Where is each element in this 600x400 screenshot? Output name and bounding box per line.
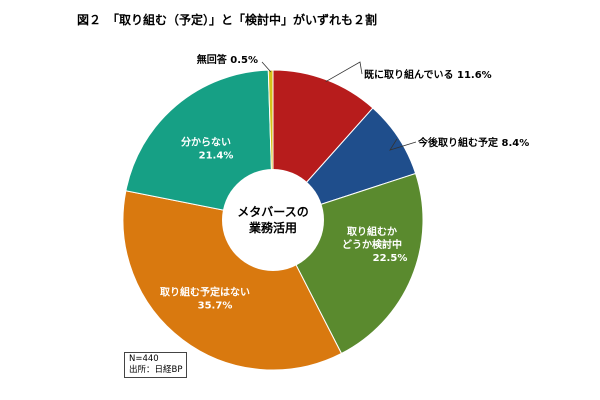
leader-line-0 — [325, 61, 363, 83]
leader-line-1 — [389, 138, 417, 151]
pie-slice-4 — [125, 69, 274, 221]
center-label-line-0: メタバースの — [237, 205, 308, 219]
leader-line-5 — [261, 61, 272, 73]
sample-size: N=440 — [129, 354, 159, 364]
source-note: 出所：日経BP — [129, 365, 183, 375]
slice-label-1: 今後取り組む予定 8.4% — [417, 136, 529, 149]
slice-value-4: 21.4% — [199, 151, 234, 162]
center-label-line-1: 業務活用 — [248, 220, 297, 235]
note-box: N=440 出所：日経BP — [124, 352, 188, 378]
slice-label-0: 既に取り組んでいる 11.6% — [364, 68, 492, 81]
slice-label-4: 分からない — [181, 136, 231, 149]
slice-label-5: 無回答 0.5% — [197, 53, 258, 66]
pie-slice-3 — [122, 190, 343, 371]
slice-label-3: 取り組む予定はない — [160, 286, 250, 299]
slice-value-2: 22.5% — [373, 253, 408, 264]
slice-label-2-line-1: どうか検討中 — [342, 238, 402, 251]
slice-value-3: 35.7% — [198, 301, 233, 312]
figure-title: 図２ 「取り組む（予定）」と「検討中」がいずれも２割 — [77, 13, 378, 27]
donut-hole — [222, 169, 324, 271]
leader-lines-group — [261, 61, 417, 151]
slice-label-2-line-0: 取り組むか — [347, 225, 397, 238]
